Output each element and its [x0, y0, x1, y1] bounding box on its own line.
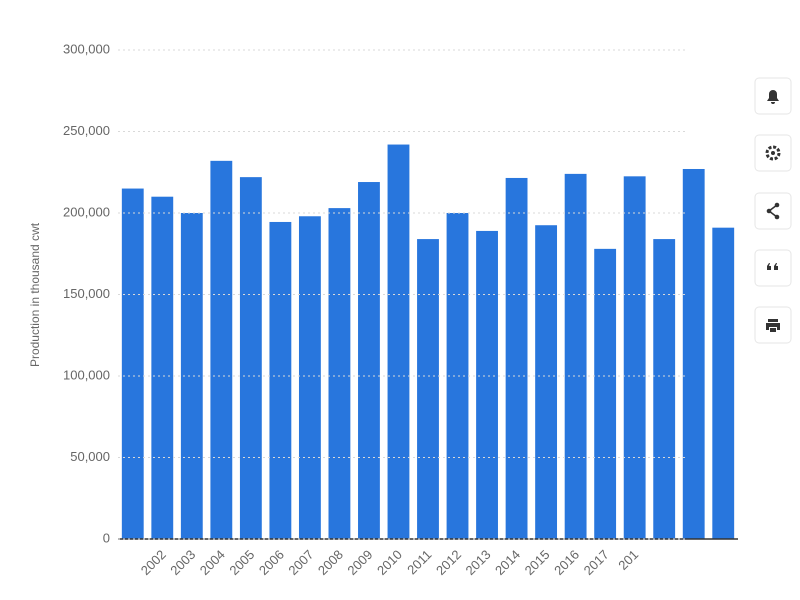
sidebar	[754, 77, 792, 344]
bar	[239, 177, 262, 539]
settings-button[interactable]	[754, 134, 792, 172]
bar	[387, 144, 410, 540]
bar	[712, 227, 735, 540]
bar	[328, 208, 351, 540]
x-tick-label: 2005	[226, 547, 257, 578]
x-tick-label: 2016	[551, 547, 582, 578]
x-tick-label: 2004	[197, 547, 228, 578]
x-tick-label: 2012	[433, 547, 464, 578]
bar	[653, 239, 676, 539]
x-tick-label: 2017	[581, 547, 612, 578]
share-button[interactable]	[754, 192, 792, 230]
bar	[476, 230, 498, 539]
cite-button[interactable]	[754, 249, 792, 287]
bar	[535, 225, 558, 539]
bar	[564, 173, 587, 539]
bar	[180, 213, 203, 539]
bar	[682, 168, 705, 540]
x-tick-label: 2003	[167, 547, 198, 578]
x-tick-label: 2013	[463, 547, 494, 578]
y-tick-label: 50,000	[70, 449, 110, 464]
x-tick-label: 2015	[522, 547, 553, 578]
notify-button[interactable]	[754, 77, 792, 115]
x-tick-label: 2010	[374, 547, 405, 578]
bar	[417, 239, 439, 539]
x-tick-label: 2014	[492, 547, 523, 578]
x-tick-label: 201	[615, 547, 641, 573]
x-tick-label: 2002	[138, 547, 169, 578]
x-tick-label: 2006	[256, 547, 287, 578]
bar	[446, 213, 469, 539]
x-tick-label: 2007	[285, 547, 316, 578]
y-tick-label: 250,000	[63, 123, 110, 138]
bar	[269, 221, 292, 539]
x-tick-label: 2008	[315, 547, 346, 578]
bar	[505, 177, 528, 539]
x-tick-label: 2009	[344, 547, 375, 578]
y-tick-label: 150,000	[63, 286, 110, 301]
bar	[121, 188, 144, 540]
bar	[623, 176, 646, 539]
y-tick-label: 300,000	[63, 41, 110, 56]
bar	[358, 182, 380, 539]
y-tick-label: 0	[103, 530, 110, 545]
x-tick-label: 2011	[404, 547, 434, 577]
print-button[interactable]	[754, 306, 792, 344]
bar	[298, 216, 321, 539]
bar	[151, 196, 174, 539]
y-tick-label: 100,000	[63, 367, 110, 382]
bar	[594, 248, 617, 540]
bar	[210, 160, 233, 539]
y-tick-label: 200,000	[63, 204, 110, 219]
y-axis-title: Production in thousand cwt	[28, 222, 42, 367]
